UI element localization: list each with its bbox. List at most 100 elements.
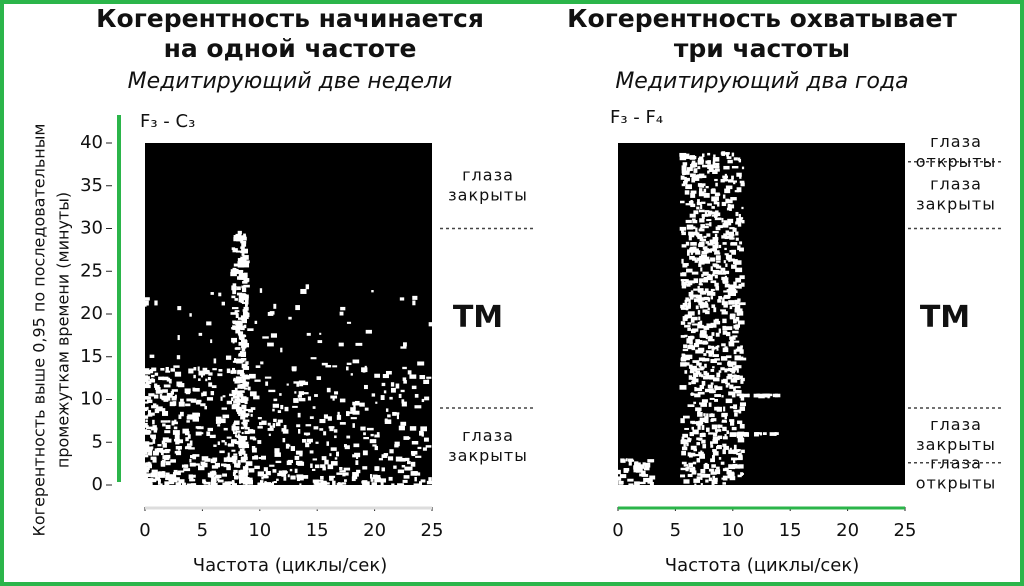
speckle bbox=[681, 183, 686, 187]
speckle bbox=[689, 370, 695, 374]
speckle bbox=[700, 224, 706, 229]
speckle bbox=[155, 389, 163, 394]
speckle bbox=[335, 451, 340, 457]
speckle bbox=[737, 245, 741, 251]
speckle bbox=[680, 279, 687, 282]
speckle bbox=[141, 425, 149, 428]
speckle bbox=[699, 227, 703, 230]
phase-label: закрыты bbox=[448, 185, 528, 204]
speckle bbox=[726, 207, 732, 211]
speckle bbox=[707, 307, 710, 311]
speckle bbox=[232, 325, 238, 328]
speckle bbox=[702, 290, 707, 295]
speckle bbox=[172, 472, 179, 475]
speckle bbox=[729, 421, 735, 426]
speckle bbox=[260, 473, 263, 477]
speckle bbox=[336, 472, 343, 475]
speckle bbox=[739, 375, 743, 380]
speckle bbox=[147, 414, 153, 417]
speckle bbox=[714, 178, 718, 182]
speckle bbox=[329, 475, 334, 481]
speckle bbox=[223, 427, 228, 431]
speckle bbox=[729, 432, 737, 437]
speckle bbox=[707, 336, 713, 339]
speckle bbox=[164, 397, 171, 401]
speckle bbox=[699, 333, 706, 338]
speckle bbox=[192, 417, 199, 422]
speckle bbox=[380, 481, 384, 487]
phase-label: закрыты bbox=[916, 195, 996, 214]
speckle bbox=[186, 415, 193, 420]
speckle bbox=[154, 372, 159, 376]
speckle bbox=[714, 252, 721, 255]
speckle bbox=[244, 400, 248, 405]
speckle bbox=[326, 387, 331, 393]
speckle bbox=[245, 477, 253, 482]
speckle bbox=[721, 151, 726, 156]
speckle bbox=[733, 374, 737, 378]
speckle bbox=[237, 286, 241, 291]
speckle bbox=[232, 339, 235, 344]
speckle bbox=[686, 442, 689, 447]
speckle bbox=[296, 424, 301, 428]
speckle bbox=[390, 387, 396, 393]
speckle bbox=[733, 157, 738, 161]
speckle bbox=[164, 481, 170, 486]
speckle bbox=[223, 414, 229, 419]
speckle bbox=[272, 423, 276, 428]
speckle bbox=[252, 429, 256, 434]
speckle bbox=[238, 435, 241, 439]
speckle bbox=[177, 471, 181, 476]
speckle bbox=[714, 233, 718, 239]
speckle bbox=[283, 476, 287, 481]
speckle bbox=[397, 469, 405, 474]
speckle bbox=[372, 444, 377, 447]
speckle bbox=[410, 466, 413, 471]
speckle bbox=[724, 415, 727, 420]
speckle bbox=[182, 428, 189, 434]
speckle bbox=[681, 436, 685, 441]
speckle bbox=[268, 433, 271, 437]
speckle bbox=[247, 386, 251, 391]
speckle bbox=[706, 323, 713, 329]
speckle bbox=[374, 373, 381, 378]
speckle bbox=[162, 376, 169, 381]
speckle bbox=[722, 223, 729, 228]
speckle bbox=[741, 206, 744, 210]
speckle bbox=[715, 345, 719, 350]
speckle bbox=[731, 393, 736, 398]
speckle bbox=[259, 288, 263, 293]
speckle bbox=[711, 239, 719, 244]
speckle bbox=[235, 329, 241, 334]
speckle bbox=[717, 270, 723, 275]
speckle bbox=[188, 474, 193, 479]
speckle bbox=[240, 448, 245, 453]
speckle bbox=[717, 202, 720, 207]
speckle bbox=[731, 152, 735, 157]
speckle bbox=[712, 161, 716, 167]
speckle bbox=[306, 438, 313, 443]
speckle bbox=[143, 451, 148, 455]
speckle bbox=[690, 242, 697, 246]
speckle bbox=[232, 320, 237, 323]
speckle bbox=[166, 377, 171, 382]
speckle bbox=[319, 418, 326, 424]
speckle bbox=[215, 416, 222, 421]
speckle bbox=[715, 164, 720, 169]
speckle bbox=[291, 366, 297, 371]
speckle bbox=[177, 446, 181, 451]
speckle bbox=[703, 296, 709, 301]
speckle bbox=[684, 334, 688, 338]
speckle bbox=[233, 469, 238, 474]
speckle bbox=[292, 405, 298, 408]
speckle bbox=[692, 220, 698, 224]
speckle bbox=[691, 426, 694, 430]
speckle bbox=[362, 450, 368, 456]
speckle bbox=[698, 301, 704, 305]
speckle bbox=[735, 303, 738, 307]
speckle bbox=[220, 396, 223, 401]
speckle bbox=[314, 394, 318, 397]
speckle bbox=[229, 393, 236, 397]
speckle bbox=[720, 367, 725, 371]
speckle bbox=[340, 306, 346, 311]
